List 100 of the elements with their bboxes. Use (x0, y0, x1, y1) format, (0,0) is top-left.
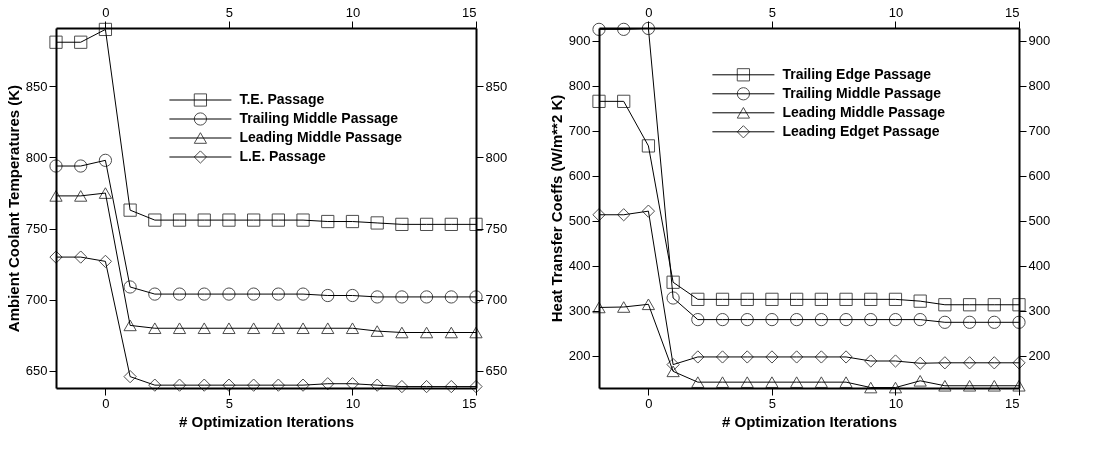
point (370, 325, 384, 337)
point (197, 322, 211, 335)
point (197, 213, 211, 227)
legend-label: Leading Middle Passage (782, 103, 946, 120)
legend-label: Trailing Middle Passage (782, 84, 942, 101)
point (987, 298, 1001, 312)
point (370, 216, 384, 230)
x2-tick-label: 15 (462, 4, 477, 20)
y-axis-title: Heat Transfer Coeffs (W/m**2 K) (547, 94, 565, 323)
y-tick-label: 750 (25, 221, 48, 237)
point (888, 381, 903, 394)
point (321, 214, 335, 229)
y-tick-label: 800 (568, 78, 591, 94)
point (296, 322, 310, 335)
x-tick-label: 5 (768, 395, 777, 411)
legend-label: Leading Edget Passage (782, 122, 940, 139)
point (271, 287, 285, 301)
x-tick-label: 10 (888, 395, 904, 411)
point (765, 376, 779, 388)
point (123, 280, 137, 294)
point (49, 159, 63, 173)
point (247, 287, 261, 301)
point (49, 190, 63, 202)
x2-tick-label: 0 (102, 4, 110, 20)
point (419, 290, 434, 304)
point (123, 203, 137, 217)
point (247, 322, 261, 335)
point (222, 322, 236, 335)
x-tick-label: 15 (1005, 395, 1020, 411)
point (839, 376, 853, 388)
point (395, 217, 409, 231)
y-tick-label: 650 (25, 363, 48, 379)
legend-label: Trailing Edge Passage (782, 65, 932, 82)
y-tick-label: 500 (568, 213, 591, 229)
x2-tick-label: 10 (888, 4, 904, 20)
point (888, 292, 903, 306)
point (444, 217, 458, 231)
x-tick-label: 5 (225, 395, 234, 411)
point (172, 213, 187, 227)
point (740, 312, 754, 327)
point (864, 312, 878, 327)
x-tick-label: 0 (102, 395, 110, 411)
y2-tick-label: 600 (1028, 168, 1051, 184)
point (345, 288, 360, 303)
point (222, 287, 236, 301)
x2-tick-label: 5 (768, 4, 777, 20)
point (691, 292, 705, 306)
point (197, 287, 211, 301)
point (962, 315, 977, 329)
y-tick-label: 600 (568, 168, 591, 184)
point (913, 312, 927, 327)
point (592, 301, 606, 314)
y-tick-label: 700 (25, 292, 48, 308)
point (148, 287, 162, 301)
y2-tick-label: 200 (1028, 348, 1051, 364)
point (617, 301, 631, 313)
y-tick-label: 800 (25, 149, 48, 165)
y2-tick-label: 500 (1028, 213, 1051, 229)
point (740, 292, 754, 306)
point (691, 312, 705, 327)
point (98, 153, 113, 167)
y-tick-label: 400 (568, 258, 591, 274)
point (172, 287, 187, 301)
point (98, 187, 113, 199)
legend-label: Trailing Middle Passage (239, 110, 399, 126)
x-tick-label: 10 (345, 395, 361, 411)
point (864, 381, 878, 394)
point (469, 290, 483, 304)
point (814, 312, 828, 327)
point (814, 376, 828, 388)
point (814, 292, 828, 306)
point (913, 294, 927, 308)
y-tick-label: 300 (568, 303, 591, 319)
y2-tick-label: 800 (485, 149, 508, 165)
point (395, 326, 409, 339)
point (172, 322, 187, 335)
y2-tick-label: 850 (485, 78, 508, 94)
point (1012, 298, 1026, 312)
point (1012, 315, 1026, 329)
point (715, 312, 730, 327)
point (395, 290, 409, 304)
point (790, 312, 804, 327)
point (444, 326, 458, 339)
y2-tick-label: 750 (485, 221, 508, 237)
point (790, 292, 804, 306)
point (987, 379, 1001, 392)
x2-tick-label: 15 (1005, 4, 1020, 20)
y2-tick-label: 700 (1028, 123, 1051, 139)
point (641, 139, 656, 153)
point (1012, 379, 1026, 392)
point (98, 22, 113, 37)
point (765, 292, 779, 306)
point (419, 326, 434, 339)
point (839, 312, 853, 327)
point (641, 298, 656, 311)
x-tick-label: 15 (462, 395, 477, 411)
point (419, 217, 434, 231)
point (74, 159, 88, 173)
y2-tick-label: 650 (485, 363, 508, 379)
point (444, 290, 458, 304)
